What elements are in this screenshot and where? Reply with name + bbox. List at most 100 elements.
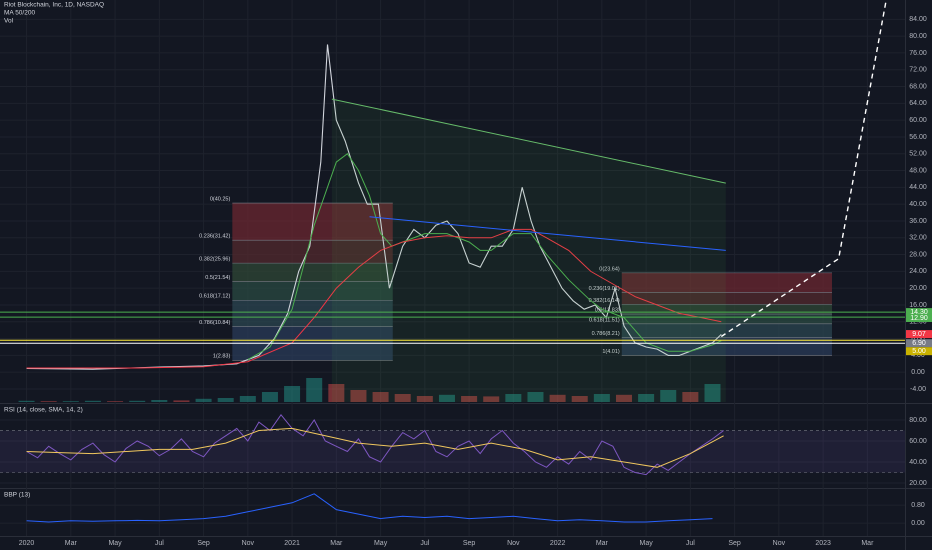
fib-label: 0.236(19.01) <box>589 286 620 292</box>
volume-bar <box>284 386 301 402</box>
volume-bar <box>217 398 234 402</box>
volume-bar <box>195 398 212 402</box>
volume-bar <box>483 396 500 402</box>
x-tick-label: Sep <box>728 540 741 547</box>
y-tick-label: 32.00 <box>909 235 927 242</box>
volume-bar <box>350 390 367 402</box>
y-tick-label: 60.00 <box>909 117 927 124</box>
y-tick-label: 40.00 <box>909 459 927 466</box>
fib-zone <box>621 292 832 305</box>
fib-label: 0(23.64) <box>599 266 620 272</box>
symbol-title: Riot Blockchain, Inc, 1D, NASDAQ <box>4 2 104 9</box>
volume-bar <box>239 396 256 402</box>
x-tick-label: May <box>108 540 122 547</box>
volume-bar <box>549 394 566 402</box>
y-tick-label: 12.00 <box>909 319 927 326</box>
bbp-title: BBP (13) <box>4 492 30 499</box>
fib-label: 1(4.01) <box>602 349 620 355</box>
x-tick-label: Mar <box>861 540 874 547</box>
volume-bar <box>62 401 79 402</box>
volume-bar <box>306 378 323 402</box>
y-tick-label: 84.00 <box>909 16 927 23</box>
volume-bar <box>527 392 544 402</box>
x-tick-label: Nov <box>507 540 520 547</box>
volume-bar <box>461 396 478 402</box>
volume-bar <box>704 384 721 402</box>
fib-zone <box>621 323 832 338</box>
y-tick-label: 36.00 <box>909 218 927 225</box>
y-tick-label: 4.00 <box>911 352 925 359</box>
volume-bar <box>372 392 389 402</box>
x-tick-label: Nov <box>242 540 255 547</box>
x-tick-label: Jul <box>155 540 164 547</box>
price-tag <box>906 347 932 356</box>
fib-label: 0.618(11.51) <box>589 317 620 323</box>
volume-bar <box>615 394 632 402</box>
fib-label: 0.786(8.21) <box>592 331 620 337</box>
volume-bar <box>416 396 433 402</box>
x-tick-label: Sep <box>463 540 476 547</box>
y-tick-label: 72.00 <box>909 67 927 74</box>
y-tick-label: 68.00 <box>909 83 927 90</box>
ma-label: MA 50/200 <box>4 10 35 17</box>
y-tick-label: 56.00 <box>909 134 927 141</box>
fib-label: 0.382(16.14) <box>589 298 620 304</box>
price-tag-label: 12.90 <box>910 315 928 322</box>
volume-bar <box>18 400 35 402</box>
y-tick-label: 80.00 <box>909 417 927 424</box>
y-tick-label: 80.00 <box>909 33 927 40</box>
fib-label: 0.382(25.96) <box>199 257 230 263</box>
volume-bar <box>593 394 610 402</box>
y-tick-label: 0.00 <box>911 369 925 376</box>
x-tick-label: Mar <box>65 540 78 547</box>
volume-bar <box>40 401 57 402</box>
y-tick-label: 28.00 <box>909 251 927 258</box>
fib-label: 0.618(17.12) <box>199 294 230 300</box>
volume-bar <box>505 394 522 402</box>
y-tick-label: 0.00 <box>911 520 925 527</box>
volume-bar <box>571 396 588 402</box>
x-tick-label: Mar <box>596 540 609 547</box>
y-tick-label: 24.00 <box>909 268 927 275</box>
volume-bar <box>261 392 278 402</box>
price-tag <box>906 313 932 322</box>
pane: 0(40.25) 0.236(31.42) 0.382(25.96) 0.5(21.5… <box>0 0 905 402</box>
price-tag-label: 14.30 <box>910 309 928 316</box>
x-tick-label: Jul <box>420 540 429 547</box>
channel-fill <box>331 99 726 402</box>
volume-bar <box>129 400 146 402</box>
indicator-line <box>26 493 713 523</box>
pane <box>0 413 905 484</box>
price-tag <box>906 308 932 317</box>
x-tick-label: Jul <box>686 540 695 547</box>
x-tick-label: 2022 <box>550 540 566 547</box>
x-tick-label: 2021 <box>284 540 300 547</box>
y-tick-label: 40.00 <box>909 201 927 208</box>
volume-bar <box>173 400 190 402</box>
x-tick-label: 2020 <box>19 540 35 547</box>
fib-zone <box>621 304 832 315</box>
price-line <box>247 152 722 361</box>
y-tick-label: 20.00 <box>909 480 927 487</box>
volume-bar <box>394 394 411 402</box>
x-tick-label: Mar <box>330 540 343 547</box>
fib-label: 0.786(10.84) <box>199 320 230 326</box>
price-tag-label: 5.00 <box>912 348 926 355</box>
y-tick-label: 8.00 <box>911 335 925 342</box>
x-tick-label: Nov <box>773 540 786 547</box>
indicator-line <box>26 427 724 468</box>
rsi-title: RSI (14, close, SMA, 14, 2) <box>4 407 83 414</box>
x-tick-label: May <box>374 540 388 547</box>
volume-bar <box>682 392 699 402</box>
price-line <box>369 216 726 251</box>
y-tick-label: 60.00 <box>909 438 927 445</box>
price-tag-label: 9.07 <box>912 331 926 338</box>
price-tag <box>906 339 932 348</box>
volume-bar <box>84 400 101 402</box>
x-tick-label: 2023 <box>815 540 831 547</box>
fib-label: 0.236(31.42) <box>199 234 230 240</box>
x-tick-label: Sep <box>197 540 210 547</box>
y-tick-label: -4.00 <box>910 386 926 393</box>
volume-bar <box>151 400 168 402</box>
